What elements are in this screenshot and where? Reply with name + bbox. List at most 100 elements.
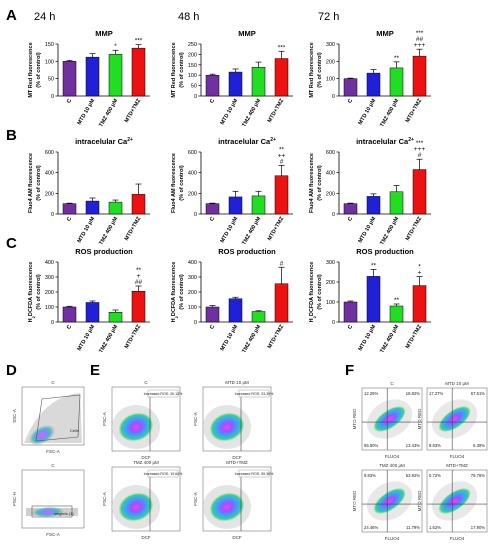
y-axis-label-subscript: 2 — [31, 315, 36, 318]
quadrant-percentage-label: 24.46% — [364, 525, 378, 530]
y-tick-label: 100 — [45, 305, 54, 311]
cell-population — [438, 487, 471, 515]
quadrant-percentage-label: 79.76% — [471, 473, 485, 478]
quadrant-percentage-label: 9.83% — [364, 473, 376, 478]
bar — [205, 306, 220, 323]
category-label: C — [347, 98, 354, 104]
significance-label: *** — [278, 44, 286, 51]
significance-label: + — [137, 273, 141, 280]
quadrant-percentage-label: 17.90% — [471, 525, 485, 530]
gate-label-box — [238, 469, 270, 478]
y-axis-label: MTO RED — [352, 490, 357, 511]
y-tick-label: 150 — [45, 42, 54, 48]
y-axis-label: MT Red fluorescence — [28, 42, 34, 97]
chart-title: ROS production — [218, 247, 276, 256]
significance-label: ** — [394, 55, 400, 62]
gate-percentage-label: Increased ROS: 55.36% — [235, 472, 275, 476]
y-tick-label: 200 — [326, 280, 335, 286]
y-tick-label: 0 — [51, 320, 54, 326]
category-label: C — [347, 324, 354, 330]
x-axis-label: FSC-A — [46, 532, 60, 537]
significance-label: ** — [394, 297, 400, 304]
significance-label: * — [418, 264, 421, 271]
y-axis-label: H2DCFDA fluorescence — [171, 262, 179, 323]
gate-percentage-label: Increased ROS: 26.13% — [144, 392, 184, 396]
quadrant-label-box — [402, 390, 421, 397]
significance-label: * — [114, 43, 117, 50]
y-tick-label: 400 — [188, 260, 197, 266]
category-label: TMZ 400 μM — [241, 98, 262, 129]
quadrant-percentage-label: 8.83% — [429, 443, 441, 448]
plot-title: C — [51, 380, 55, 385]
category-label: C — [66, 216, 73, 222]
y-tick-label: 100 — [45, 59, 54, 65]
bar — [228, 196, 243, 215]
y-tick-label: 0 — [332, 94, 335, 100]
bar — [389, 305, 404, 323]
y-axis-label: (% of control) — [36, 274, 42, 310]
bar-chart-C3: ROS production H2DCFDA fluorescence (% of … — [309, 247, 431, 354]
y-axis-label: FSC-A — [102, 492, 107, 506]
y-tick-label: 300 — [188, 275, 197, 281]
panel-label-f: F — [345, 362, 354, 379]
gate-label-box — [147, 469, 179, 478]
bar — [343, 78, 358, 97]
quadrant-label-box — [467, 442, 486, 449]
y-tick-label: 200 — [45, 191, 54, 197]
time-header-24h: 24 h — [34, 11, 55, 23]
bar — [62, 61, 77, 97]
category-label: MTD 10 μM — [358, 324, 378, 353]
chart-title-superscript: 2+ — [270, 137, 276, 143]
y-tick-label: 100 — [188, 305, 197, 311]
category-label: TMZ 400 μM — [379, 98, 400, 129]
bar — [228, 71, 243, 97]
significance-label: *** — [416, 30, 424, 37]
significance-label: # — [280, 260, 284, 267]
flow-plot-f3: TMZ 400 μM MTO RED FLUO4 9.83% 53.92% 24.46% 1… — [352, 463, 423, 541]
quadrant-label-box — [402, 524, 421, 531]
y-tick-label: 150 — [188, 63, 197, 69]
plot-title: TMZ 400 μM — [379, 463, 405, 468]
significance-label: ## — [416, 36, 424, 43]
y-axis-label: H2DCFDA fluorescence — [28, 262, 36, 323]
bar-chart-B1: intracelular Ca2+ Fluo4 AM fluorescence (%… — [28, 137, 150, 246]
y-tick-label: 0 — [332, 320, 335, 326]
y-tick-label: 100 — [188, 73, 197, 79]
y-tick-label: 600 — [326, 150, 335, 156]
significance-label: ** — [371, 262, 377, 269]
x-axis-label: FSC-A — [46, 449, 60, 454]
bar — [389, 191, 404, 215]
x-axis-label: FLUO4 — [450, 536, 465, 541]
gate-rect — [31, 505, 73, 518]
y-axis-label: Fluo4 AM fluorescence — [309, 153, 315, 213]
y-axis-label: Fluo4 AM fluorescence — [171, 153, 177, 213]
plot-title: MTD 10 μM — [225, 380, 249, 385]
chart-title: MMP — [238, 29, 256, 38]
bar-chart-A1: MMP MT Red fluorescence (% of control) 0 50 1… — [28, 29, 150, 128]
category-label: MTD+TMZ — [267, 215, 286, 241]
y-axis-label: MT Red fluorescence — [309, 42, 315, 97]
bar — [131, 194, 146, 215]
quadrant-label-box — [402, 472, 421, 479]
flow-plot-f2: MTD 10 μM MTO RED FLUO4 17.27% 67.51% 8.83% 6.… — [417, 381, 488, 459]
bar — [251, 311, 266, 323]
gate-percentage-label: Increased ROS: 33.39% — [235, 392, 275, 396]
bar-chart-B2: intracelular Ca2+ Fluo4 AM fluorescence (%… — [171, 137, 293, 246]
quadrant-label-box — [428, 472, 447, 479]
chart-title: ROS production — [356, 247, 414, 256]
cell-population — [373, 487, 406, 515]
cell-population — [209, 412, 245, 442]
chart-title-superscript: 2+ — [408, 137, 414, 143]
quadrant-percentage-label: 53.92% — [406, 473, 420, 478]
quadrant-percentage-label: 11.79% — [406, 525, 420, 530]
x-axis-label: DCF — [232, 455, 241, 460]
significance-label: ** — [136, 267, 142, 274]
quadrant-label-box — [402, 442, 421, 449]
y-tick-label: 100 — [326, 77, 335, 83]
y-axis-label-subscript: 2 — [312, 315, 317, 318]
y-tick-label: 0 — [51, 212, 54, 218]
plot-title: TMZ 400 μM — [133, 460, 159, 465]
y-tick-label: 0 — [194, 212, 197, 218]
bar — [366, 276, 381, 323]
